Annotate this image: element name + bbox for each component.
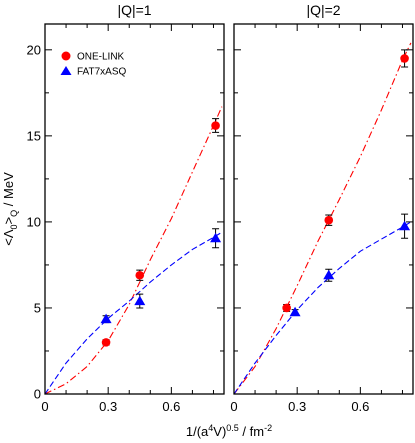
data-point bbox=[323, 269, 335, 280]
data-point bbox=[289, 306, 301, 317]
data-point bbox=[282, 303, 291, 313]
panel-series-layer bbox=[44, 106, 223, 395]
data-point bbox=[101, 338, 111, 347]
data-point bbox=[134, 295, 146, 306]
y-tick-label: 20 bbox=[27, 42, 41, 57]
legend-label-one-link: ONE-LINK bbox=[77, 52, 125, 63]
y-axis-label: <Λ0>Q / MeV bbox=[1, 172, 19, 246]
legend: ONE-LINK FAT7xASQ bbox=[60, 51, 126, 78]
legend-label-fat7xasq: FAT7xASQ bbox=[77, 67, 126, 78]
panel-title: |Q|=2 bbox=[306, 2, 340, 18]
panel-axis-layer: 0 0.3 0.6 bbox=[230, 24, 413, 414]
data-point bbox=[324, 215, 334, 225]
x-tick-label: 0.6 bbox=[162, 399, 180, 414]
fit-curve-1 bbox=[233, 221, 412, 395]
plot-frame bbox=[44, 23, 225, 395]
fit-curve-0 bbox=[233, 42, 412, 395]
y-tick-label: 5 bbox=[34, 300, 41, 315]
x-tick-label: 0 bbox=[41, 399, 48, 414]
data-point bbox=[210, 232, 222, 243]
x-tick-label: 0.3 bbox=[288, 399, 306, 414]
x-axis-label: 1/(a4V)0.5 / fm-2 bbox=[186, 423, 272, 439]
fit-curve-1 bbox=[44, 231, 223, 395]
y-tick-label: 10 bbox=[27, 214, 41, 229]
data-point bbox=[100, 313, 112, 324]
legend-marker-fat7xasq bbox=[60, 66, 72, 75]
panel-axis-layer: 0 0.3 0.6 0 5 10 15 20 bbox=[27, 24, 224, 414]
y-tick-label: 0 bbox=[34, 387, 41, 402]
chart-panel-q2: 0 0.3 0.6 |Q|=2 bbox=[230, 2, 414, 414]
y-tick-label: 15 bbox=[27, 128, 41, 143]
data-point bbox=[135, 270, 145, 280]
panel-title: |Q|=1 bbox=[117, 2, 151, 18]
data-point bbox=[211, 121, 220, 130]
chart-panel-q1: 0 0.3 0.6 0 5 10 15 20 |Q|=1 bbox=[27, 2, 225, 414]
legend-marker-one-link bbox=[61, 51, 71, 61]
x-tick-label: 0.3 bbox=[99, 399, 117, 414]
x-tick-label: 0.6 bbox=[351, 399, 369, 414]
x-tick-label: 0 bbox=[230, 399, 237, 414]
data-point bbox=[399, 220, 411, 231]
data-point bbox=[400, 54, 409, 63]
panel-series-layer bbox=[233, 42, 412, 395]
plot-frame bbox=[233, 23, 414, 395]
fit-curve-0 bbox=[44, 106, 223, 395]
